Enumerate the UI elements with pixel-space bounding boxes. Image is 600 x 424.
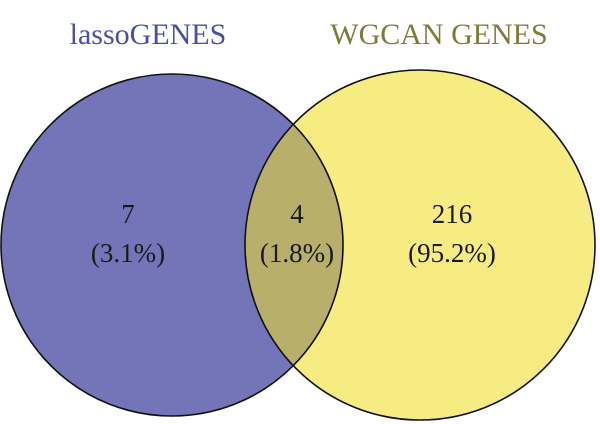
- both-count: 4: [290, 199, 304, 229]
- circle-wgcan-genes-outline: [244, 69, 596, 421]
- left-only-count: 7: [121, 199, 135, 229]
- right-only-count: 216: [432, 199, 473, 229]
- circle-lassogenes-outline: [0, 73, 344, 417]
- left-only-percent: (3.1%): [91, 238, 165, 268]
- circle-wgcan-genes: [245, 70, 595, 420]
- right-only-percent: (95.2%): [408, 238, 496, 268]
- circle-lassogenes: [1, 74, 343, 416]
- set-label-wgcan-genes: WGCAN GENES: [330, 18, 548, 51]
- both-percent: (1.8%): [260, 238, 334, 268]
- set-label-lassogenes: lassoGENES: [70, 18, 227, 51]
